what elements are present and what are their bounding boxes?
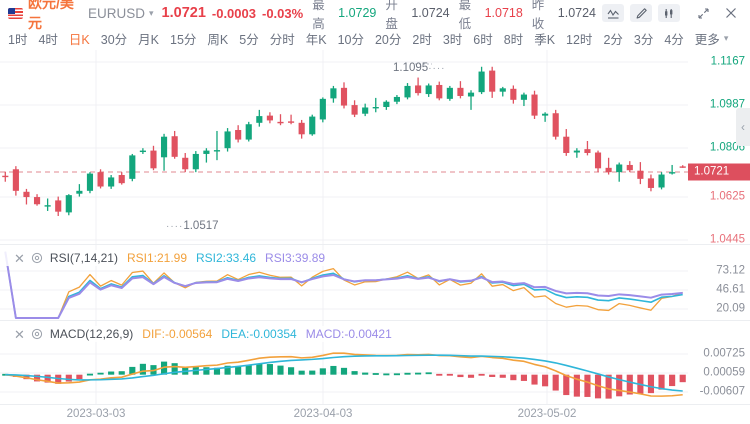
price-change: -0.0003 <box>211 5 256 21</box>
low-annotation-value: 1.0517 <box>183 220 219 232</box>
date-label-2: 2023-05-02 <box>517 408 577 420</box>
tab-3h[interactable]: 3时 <box>442 32 463 47</box>
tab-20m[interactable]: 20分 <box>374 32 402 47</box>
tab-1h[interactable]: 1时 <box>8 32 28 47</box>
macd-panel[interactable] <box>0 321 750 404</box>
price-tick-4: 1.0445 <box>709 233 745 246</box>
rsi-header[interactable]: ✕ RSI(7,14,21) RSI1:21.99 RSI2:33.46 RSI… <box>0 250 335 266</box>
tab-30m[interactable]: 30分 <box>100 32 128 47</box>
price-tick-3: 1.0625 <box>709 190 745 203</box>
tab-4m[interactable]: 4分 <box>664 32 684 47</box>
rsi-close-icon[interactable]: ✕ <box>14 250 25 266</box>
price-tick-0: 1.1167 <box>710 55 745 68</box>
tab-month[interactable]: 月K <box>138 32 159 47</box>
timeframe-tabs[interactable]: 1时 4时 日K 30分 月K 15分 周K 5分 分时 年K 10分 20分 … <box>0 26 750 50</box>
stat-label-open: 开盘 <box>385 0 398 31</box>
stat-value-open: 1.0724 <box>411 6 450 20</box>
more-timeframes-button[interactable]: 更多 <box>694 32 720 47</box>
stat-value-high: 1.0729 <box>338 6 377 20</box>
macd-name: MACD(12,26,9) <box>49 327 134 341</box>
tab-6h[interactable]: 6时 <box>473 32 493 47</box>
date-axis: 2023-03-03 2023-04-03 2023-05-02 <box>0 404 750 424</box>
rsi-gear-icon[interactable] <box>31 252 43 264</box>
current-price-badge: 1.0721 <box>688 163 750 181</box>
eu-us-flag-icon <box>8 7 23 19</box>
collapse-panel-button[interactable]: ‹ <box>736 108 750 146</box>
date-label-1: 2023-04-03 <box>293 408 353 420</box>
macd-dif-value: DIF:-0.00564 <box>142 327 213 341</box>
candlestick-plot[interactable] <box>0 50 750 244</box>
price-axis: 1.1167 1.0987 1.0806 1.0625 1.0445 1.072… <box>688 50 750 246</box>
tab-15m[interactable]: 15分 <box>170 32 197 47</box>
date-label-0: 2023-03-03 <box>66 408 126 420</box>
tab-4h[interactable]: 4时 <box>38 32 58 47</box>
tab-week[interactable]: 周K <box>207 32 229 47</box>
price-chart-panel[interactable] <box>0 50 750 244</box>
rsi-tick-1: 46.61 <box>716 283 745 296</box>
tab-5m[interactable]: 5分 <box>239 32 259 47</box>
stat-value-low: 1.0718 <box>484 6 523 20</box>
rsi-name: RSI(7,14,21) <box>49 251 118 265</box>
rsi-tick-2: 20.09 <box>716 302 745 315</box>
macd-hist-value: MACD:-0.00421 <box>305 327 392 341</box>
price-tick-1: 1.0987 <box>709 98 745 111</box>
macd-tick-1: 0.00059 <box>703 366 745 379</box>
rsi1-value: RSI1:21.99 <box>126 251 187 265</box>
fullscreen-icon[interactable] <box>692 4 714 22</box>
rsi-axis: 73.12 46.61 20.09 <box>688 245 750 320</box>
draw-pencil-icon[interactable] <box>630 4 652 22</box>
pair-code: EURUSD <box>87 5 145 21</box>
macd-tick-2: -0.00607 <box>699 385 745 398</box>
macd-dea-value: DEA:-0.00354 <box>221 327 297 341</box>
tab-year[interactable]: 年K <box>305 32 327 47</box>
macd-gear-icon[interactable] <box>31 328 43 340</box>
macd-plot[interactable] <box>0 321 750 404</box>
chevron-down-icon[interactable]: ▾ <box>149 7 154 18</box>
high-annotation: 1.1095···· <box>393 62 446 74</box>
rsi-plot[interactable] <box>0 245 750 320</box>
tab-2m[interactable]: 2分 <box>603 32 623 47</box>
quote-header: 欧元/美元 EURUSD ▾ 1.0721 -0.0003 -0.03% 最高 … <box>0 0 750 31</box>
rsi-tick-0: 73.12 <box>716 264 745 277</box>
pair-name: 欧元/美元 <box>28 0 74 31</box>
tab-timeshare[interactable]: 分时 <box>269 32 295 47</box>
tab-8h[interactable]: 8时 <box>503 32 524 47</box>
stat-value-prevclose: 1.0724 <box>557 6 596 20</box>
macd-header[interactable]: ✕ MACD(12,26,9) DIF:-0.00564 DEA:-0.0035… <box>0 326 401 342</box>
tab-quarter[interactable]: 季K <box>534 32 556 47</box>
macd-tick-0: 0.00725 <box>703 347 745 360</box>
macd-axis: 0.00725 0.00059 -0.00607 <box>688 321 750 404</box>
tab-3m[interactable]: 3分 <box>633 32 654 47</box>
rsi-panel[interactable] <box>0 245 750 320</box>
stat-label-low: 最低 <box>458 0 472 31</box>
rsi3-value: RSI3:39.89 <box>265 251 326 265</box>
tab-day[interactable]: 日K <box>68 32 90 47</box>
close-icon[interactable] <box>720 4 742 22</box>
stat-label-high: 最高 <box>312 0 325 31</box>
candle-settings-icon[interactable] <box>658 4 680 22</box>
macd-close-icon[interactable]: ✕ <box>14 326 25 342</box>
last-price: 1.0721 <box>161 5 206 21</box>
price-change-pct: -0.03% <box>261 5 304 21</box>
stat-label-prevclose: 昨收 <box>531 0 545 31</box>
tab-2h[interactable]: 2时 <box>412 32 432 47</box>
more-chevron-down-icon[interactable]: ▾ <box>723 32 729 43</box>
price-tick-2: 1.0806 <box>709 141 745 154</box>
rsi2-value: RSI2:33.46 <box>196 251 257 265</box>
low-annotation: ····1.0517 <box>166 220 219 232</box>
tab-12h[interactable]: 12时 <box>566 32 593 47</box>
tab-10m[interactable]: 10分 <box>337 32 364 47</box>
high-annotation-value: 1.1095 <box>393 62 429 74</box>
indicator-icon[interactable] <box>602 4 624 22</box>
